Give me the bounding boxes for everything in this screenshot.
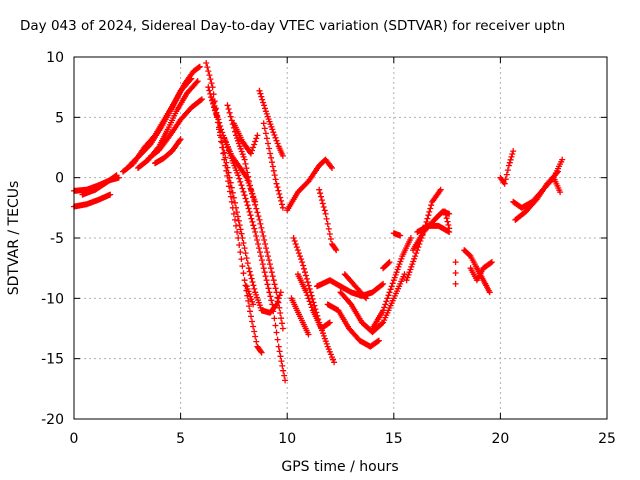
x-tick-label: 5 xyxy=(176,431,185,447)
point-markers xyxy=(71,60,566,384)
grid-lines xyxy=(74,57,607,419)
y-axis-label: SDTVAR / TECUs xyxy=(6,181,22,296)
axis-ticks xyxy=(73,56,608,420)
y-tick-label: 5 xyxy=(55,110,64,126)
chart-title: Day 043 of 2024, Sidereal Day-to-day VTE… xyxy=(20,18,566,34)
x-tick-label: 25 xyxy=(598,431,616,447)
y-tick-label: -20 xyxy=(41,412,64,428)
y-tick-labels: 10 5 0 -5 -10 -15 -20 xyxy=(41,50,64,428)
y-tick-label: -5 xyxy=(50,231,64,247)
x-tick-label: 15 xyxy=(385,431,403,447)
x-tick-label: 0 xyxy=(70,431,79,447)
x-tick-label: 20 xyxy=(491,431,509,447)
y-tick-label: -15 xyxy=(41,352,64,368)
y-tick-label: 0 xyxy=(55,171,64,187)
data-points xyxy=(71,60,566,384)
x-tick-labels: 0 5 10 15 20 25 xyxy=(70,431,616,447)
y-tick-label: 10 xyxy=(46,50,64,66)
x-tick-label: 10 xyxy=(278,431,296,447)
x-axis-label: GPS time / hours xyxy=(281,459,398,475)
y-tick-label: -10 xyxy=(41,291,64,307)
